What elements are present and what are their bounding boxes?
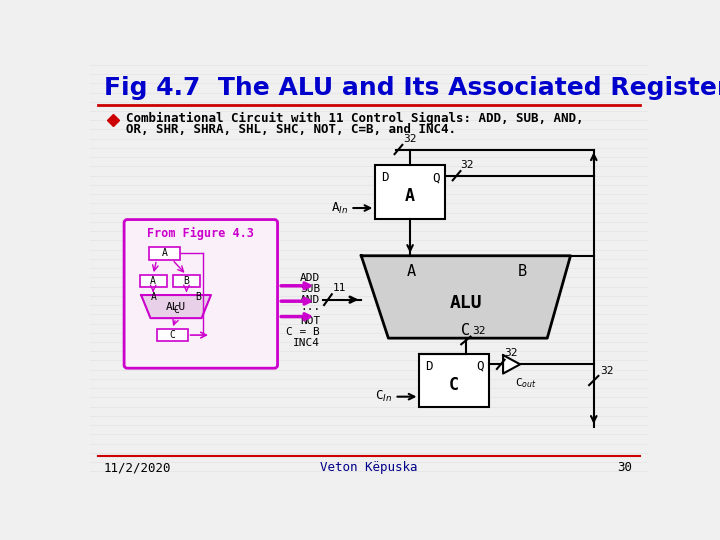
Text: A: A: [407, 264, 416, 279]
Text: SUB: SUB: [300, 284, 320, 294]
Bar: [149, 247, 180, 260]
Text: ···: ···: [300, 306, 320, 315]
Text: A: A: [161, 248, 167, 259]
Text: A: A: [405, 187, 415, 206]
Bar: [140, 275, 167, 287]
Text: INC4: INC4: [293, 338, 320, 348]
Text: A: A: [150, 276, 156, 286]
Text: 11: 11: [333, 284, 346, 294]
Text: Q: Q: [433, 171, 440, 184]
Text: ADD: ADD: [300, 273, 320, 283]
Text: D: D: [381, 171, 388, 184]
Text: D: D: [425, 360, 432, 373]
Text: 32: 32: [472, 326, 485, 336]
Bar: [375, 165, 445, 219]
Text: NOT: NOT: [300, 316, 320, 326]
Text: Combinational Circuit with 11 Control Signals: ADD, SUB, AND,: Combinational Circuit with 11 Control Si…: [126, 112, 583, 125]
Text: 32: 32: [505, 348, 518, 358]
Text: B: B: [195, 292, 202, 302]
Polygon shape: [503, 355, 520, 374]
Text: B: B: [184, 276, 189, 286]
Polygon shape: [141, 295, 211, 318]
Text: ALU: ALU: [166, 301, 186, 312]
Text: 32: 32: [461, 159, 474, 170]
Text: Veton Këpuska: Veton Këpuska: [320, 461, 418, 474]
Text: Fig 4.7  The ALU and Its Associated Registers: Fig 4.7 The ALU and Its Associated Regis…: [104, 76, 720, 100]
Text: 32: 32: [600, 366, 613, 376]
Text: Q: Q: [477, 360, 485, 373]
Text: OR, SHR, SHRA, SHL, SHC, NOT, C=B, and INC4.: OR, SHR, SHRA, SHL, SHC, NOT, C=B, and I…: [126, 123, 456, 136]
Bar: [157, 329, 188, 341]
Text: B: B: [518, 264, 527, 279]
Text: C: C: [449, 376, 459, 394]
Text: A: A: [150, 292, 156, 302]
Text: AND: AND: [300, 295, 320, 305]
Text: 11/2/2020: 11/2/2020: [104, 461, 171, 474]
Bar: [419, 354, 489, 408]
Text: ALU: ALU: [449, 294, 482, 313]
Text: C: C: [173, 305, 179, 315]
Text: 30: 30: [618, 461, 632, 474]
Text: C = B: C = B: [287, 327, 320, 337]
Bar: [173, 275, 200, 287]
Text: A$_{In}$: A$_{In}$: [331, 200, 348, 215]
Text: C: C: [462, 323, 470, 338]
Text: 32: 32: [403, 134, 417, 144]
FancyBboxPatch shape: [124, 220, 277, 368]
Text: From Figure 4.3: From Figure 4.3: [148, 227, 254, 240]
Text: C: C: [169, 330, 175, 340]
Text: C$_{In}$: C$_{In}$: [375, 389, 392, 404]
Text: C$_{out}$: C$_{out}$: [516, 377, 537, 390]
Polygon shape: [361, 256, 570, 338]
